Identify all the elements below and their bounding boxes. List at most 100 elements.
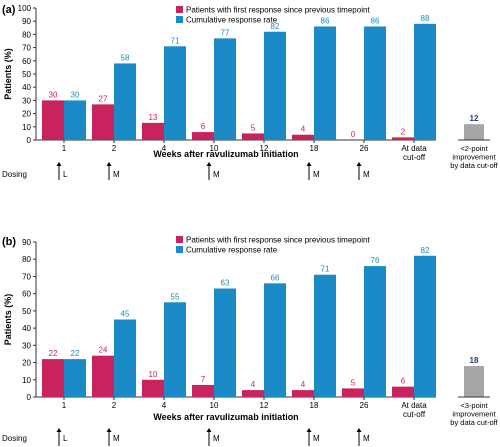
x-tick-label: 4	[162, 144, 167, 153]
bar-cumulative	[114, 63, 136, 140]
x-axis-label: Weeks after ravulizumab initiation	[153, 149, 298, 159]
y-tick-label: 80	[22, 30, 31, 39]
bar-first-response	[142, 379, 164, 397]
bar-value-first-response: 4	[301, 125, 306, 134]
bar-cumulative	[264, 31, 286, 140]
legend-label: Cumulative response rate	[186, 246, 278, 255]
bar-cumulative	[414, 255, 436, 397]
bar-first-response	[142, 122, 164, 140]
bar-cumulative	[264, 283, 286, 397]
bar-value-first-response: 0	[351, 130, 356, 139]
bar-value-cumulative: 76	[371, 256, 380, 265]
x-tick-label: 26	[360, 401, 369, 410]
bar-value-first-response: 6	[401, 377, 406, 386]
bar-value-first-response: 22	[49, 349, 58, 358]
bar-cumulative	[114, 319, 136, 397]
bar-value-cumulative: 77	[221, 28, 230, 37]
bar-value-extra: 12	[470, 114, 479, 123]
bar-extra	[464, 366, 484, 397]
legend-swatch	[176, 236, 183, 243]
y-tick-label: 40	[22, 324, 31, 333]
bar-value-cumulative: 30	[71, 90, 80, 99]
y-tick-label: 80	[22, 255, 31, 264]
bar-cumulative	[364, 266, 386, 397]
dosing-label: M	[113, 434, 120, 443]
bar-value-cumulative: 22	[71, 349, 80, 358]
bar-value-first-response: 7	[201, 375, 206, 384]
y-tick-label: 20	[22, 110, 31, 119]
bar-first-response	[392, 137, 414, 140]
y-axis-label: Patients (%)	[3, 48, 13, 100]
dosing-label: M	[213, 170, 220, 179]
bar-first-response	[42, 359, 64, 397]
bar-cumulative	[314, 274, 336, 397]
dosing-label: M	[313, 170, 320, 179]
bar-value-first-response: 10	[149, 370, 158, 379]
dosing-label: M	[213, 434, 220, 443]
legend-swatch	[176, 246, 183, 253]
bar-first-response	[342, 388, 364, 397]
y-axis-label: Patients (%)	[3, 294, 13, 346]
bar-value-cumulative: 86	[371, 16, 380, 25]
bar-first-response	[292, 390, 314, 397]
x-tick-label: 1	[62, 144, 67, 153]
dosing-arrow-head	[206, 162, 212, 166]
bar-value-cumulative: 82	[421, 246, 430, 255]
bar-value-first-response: 27	[99, 94, 108, 103]
legend-label: Cumulative response rate	[186, 16, 278, 25]
bar-cumulative	[64, 100, 86, 140]
y-tick-label: 0	[27, 136, 32, 145]
dosing-arrow-head	[356, 162, 362, 166]
y-tick-label: 10	[22, 123, 31, 132]
y-tick-label: 60	[22, 57, 31, 66]
dosing-arrow-head	[306, 428, 312, 432]
bar-value-first-response: 4	[301, 380, 306, 389]
y-tick-label: 50	[22, 307, 31, 316]
bar-value-cumulative: 86	[321, 16, 330, 25]
bar-cumulative	[414, 23, 436, 141]
bar-value-first-response: 24	[99, 346, 108, 355]
bar-value-first-response: 2	[401, 127, 406, 136]
x-tick-label: 10	[210, 144, 219, 153]
dosing-arrow-head	[356, 428, 362, 432]
x-tick-label: 18	[310, 401, 319, 410]
x-tick-label: 10	[210, 401, 219, 410]
dosing-arrow-head	[106, 162, 112, 166]
y-tick-label: 20	[22, 359, 31, 368]
bar-value-cumulative: 71	[321, 265, 330, 274]
dosing-arrow-head	[106, 428, 112, 432]
dosing-arrow-head	[56, 162, 62, 166]
y-tick-label: 70	[22, 272, 31, 281]
x-tick-label: At data cut-off	[401, 144, 427, 162]
bar-first-response	[392, 386, 414, 397]
bar-value-first-response: 4	[251, 380, 256, 389]
extra-label: <2-point improvement by data cut-off	[450, 144, 498, 170]
panel-label: (a)	[2, 4, 16, 16]
bar-first-response	[92, 104, 114, 140]
bar-value-cumulative: 88	[421, 14, 430, 23]
bar-value-first-response: 5	[251, 123, 256, 132]
bar-cumulative	[164, 302, 186, 397]
bar-value-first-response: 30	[49, 90, 58, 99]
dosing-arrow-head	[206, 428, 212, 432]
dosing-arrow-head	[306, 162, 312, 166]
legend-label: Patients with first response since previ…	[186, 6, 370, 15]
x-axis-label: Weeks after ravulizumab initiation	[153, 412, 298, 422]
y-tick-label: 100	[18, 4, 32, 13]
dosing-label: L	[63, 434, 68, 443]
x-tick-label: 26	[360, 144, 369, 153]
x-tick-label: 18	[310, 144, 319, 153]
bar-cumulative	[314, 26, 336, 141]
bar-value-cumulative: 45	[121, 310, 130, 319]
y-tick-label: 10	[22, 376, 31, 385]
bar-value-cumulative: 71	[171, 36, 180, 45]
bar-value-cumulative: 66	[271, 273, 280, 282]
legend-label: Patients with first response since previ…	[186, 236, 370, 245]
y-tick-label: 30	[22, 341, 31, 350]
bar-extra	[464, 124, 484, 140]
dosing-arrow-head	[56, 428, 62, 432]
x-tick-label: 1	[62, 401, 67, 410]
bar-value-cumulative: 82	[271, 22, 280, 31]
legend-swatch	[176, 6, 183, 13]
